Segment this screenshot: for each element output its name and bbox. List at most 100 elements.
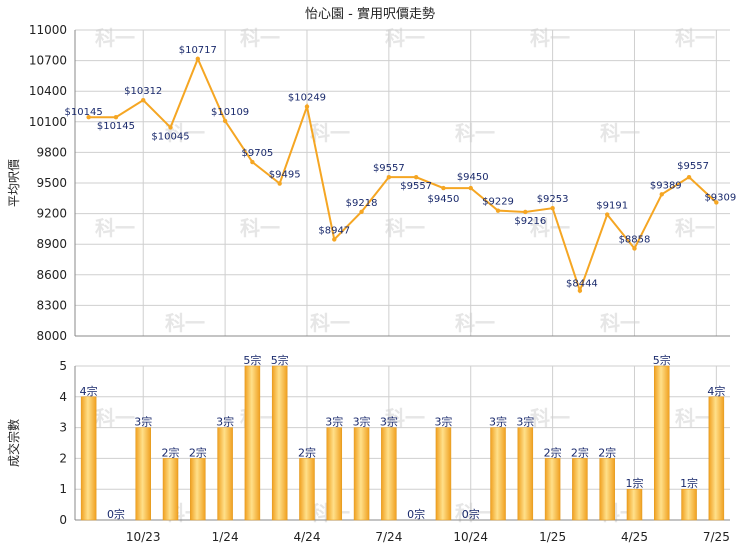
bar-value-label: 2宗 <box>189 445 207 459</box>
watermark-text: 科一 <box>600 121 640 145</box>
bar-value-label: 0宗 <box>107 507 125 521</box>
x-tick-label: 7/25 <box>703 530 730 544</box>
x-tick-label: 4/25 <box>621 530 648 544</box>
price-point <box>195 56 201 62</box>
watermark-text: 科一 <box>600 311 640 335</box>
bar-value-label: 4宗 <box>707 384 725 398</box>
watermark-text: 科一 <box>310 121 350 145</box>
price-data-label: $10045 <box>151 131 189 142</box>
labels-layer: 4宗 0宗 3宗 2宗 2宗 3宗 5宗 5宗 2宗 3宗 3宗 3宗 0宗 3宗 0宗 3宗 3宗 2宗 2宗 2宗… <box>65 45 737 521</box>
price-point <box>714 200 719 205</box>
bar <box>217 427 233 521</box>
bar <box>135 427 151 521</box>
price-data-label: $10109 <box>211 107 249 118</box>
axis-layer: 8000830086008900920095009800101001040010… <box>29 23 730 544</box>
bar-y-tick-label: 4 <box>59 390 67 404</box>
bar-y-tick-label: 1 <box>59 482 67 496</box>
watermark-text: 科一 <box>310 311 350 335</box>
price-point <box>523 209 528 215</box>
bar <box>490 427 506 521</box>
line-y-tick-label: 8300 <box>36 298 67 312</box>
price-point <box>413 174 419 180</box>
line-y-axis-label: 平均呎價 <box>7 159 21 207</box>
bar-value-label: 3宗 <box>516 415 534 429</box>
bar <box>599 458 615 521</box>
bar <box>708 396 725 521</box>
bar <box>517 427 534 521</box>
price-point <box>386 174 392 180</box>
line-y-tick-label: 10700 <box>29 54 67 68</box>
line-y-tick-label: 10400 <box>29 84 67 98</box>
price-point <box>168 125 173 130</box>
bar <box>381 427 397 521</box>
watermark-text: 科一 <box>675 216 715 240</box>
watermark-text: 科一 <box>455 501 495 525</box>
bar <box>654 365 670 521</box>
bar <box>353 427 370 521</box>
bar-value-label: 3宗 <box>434 415 452 429</box>
price-point <box>250 159 255 165</box>
price-point <box>86 115 91 120</box>
watermark-text: 科一 <box>530 216 570 240</box>
price-data-label: $9450 <box>428 194 460 205</box>
watermark-text: 科一 <box>385 216 425 240</box>
watermark-text: 科一 <box>455 121 495 145</box>
price-data-label: $10717 <box>179 45 217 56</box>
bar-value-label: 3宗 <box>325 415 343 429</box>
bar-value-label: 2宗 <box>571 445 589 459</box>
bar <box>271 365 288 521</box>
price-point <box>441 185 446 191</box>
price-point <box>632 246 637 251</box>
price-data-label: $10312 <box>124 86 162 97</box>
line-layer <box>86 56 719 294</box>
price-line <box>88 56 718 294</box>
x-tick-label: 4/24 <box>294 530 321 544</box>
price-point <box>468 185 473 191</box>
price-point <box>222 118 228 124</box>
line-y-tick-label: 10100 <box>29 115 67 129</box>
price-point <box>113 115 119 120</box>
price-data-label: $9229 <box>482 197 514 208</box>
watermark-text: 科一 <box>240 216 280 240</box>
bar-value-label: 3宗 <box>489 415 507 429</box>
bar <box>190 458 206 521</box>
watermark-text: 科一 <box>165 311 205 335</box>
watermark-text: 科一 <box>385 406 425 430</box>
price-data-label: $10145 <box>65 107 103 118</box>
line-y-tick-label: 9200 <box>36 207 67 221</box>
bar-value-label: 2宗 <box>298 445 316 459</box>
bar-value-label: 5宗 <box>653 353 671 367</box>
price-data-label: $9389 <box>650 180 682 191</box>
price-data-label: $9253 <box>537 194 569 205</box>
price-point <box>550 205 555 211</box>
bar-value-label: 3宗 <box>380 415 398 429</box>
price-data-label: $9191 <box>596 201 628 212</box>
bar <box>681 488 697 521</box>
price-data-label: $9309 <box>704 192 736 203</box>
line-y-tick-label: 8600 <box>36 268 67 282</box>
watermark-text: 科一 <box>675 406 715 430</box>
bar-value-label: 5宗 <box>271 353 289 367</box>
bar-value-label: 0宗 <box>462 507 480 521</box>
bar <box>162 458 179 521</box>
price-data-label: $9216 <box>514 216 546 227</box>
bar <box>435 427 452 521</box>
price-data-label: $9557 <box>373 163 405 174</box>
price-point <box>686 174 692 180</box>
price-point <box>604 212 610 217</box>
price-point <box>304 104 310 109</box>
bar <box>572 458 588 521</box>
price-data-label: $9218 <box>346 198 378 209</box>
price-point <box>659 192 664 197</box>
bar-value-label: 2宗 <box>598 445 616 459</box>
line-y-tick-label: 9500 <box>36 176 67 190</box>
bar <box>299 458 315 521</box>
x-tick-label: 10/24 <box>453 530 488 544</box>
price-data-label: $9450 <box>457 172 489 183</box>
bar-y-tick-label: 3 <box>59 421 67 435</box>
bar-y-tick-label: 2 <box>59 451 67 465</box>
watermark-text: 科一 <box>95 216 135 240</box>
price-point <box>277 181 282 186</box>
watermark-text: 科一 <box>95 406 135 430</box>
price-data-label: $8947 <box>318 225 350 236</box>
